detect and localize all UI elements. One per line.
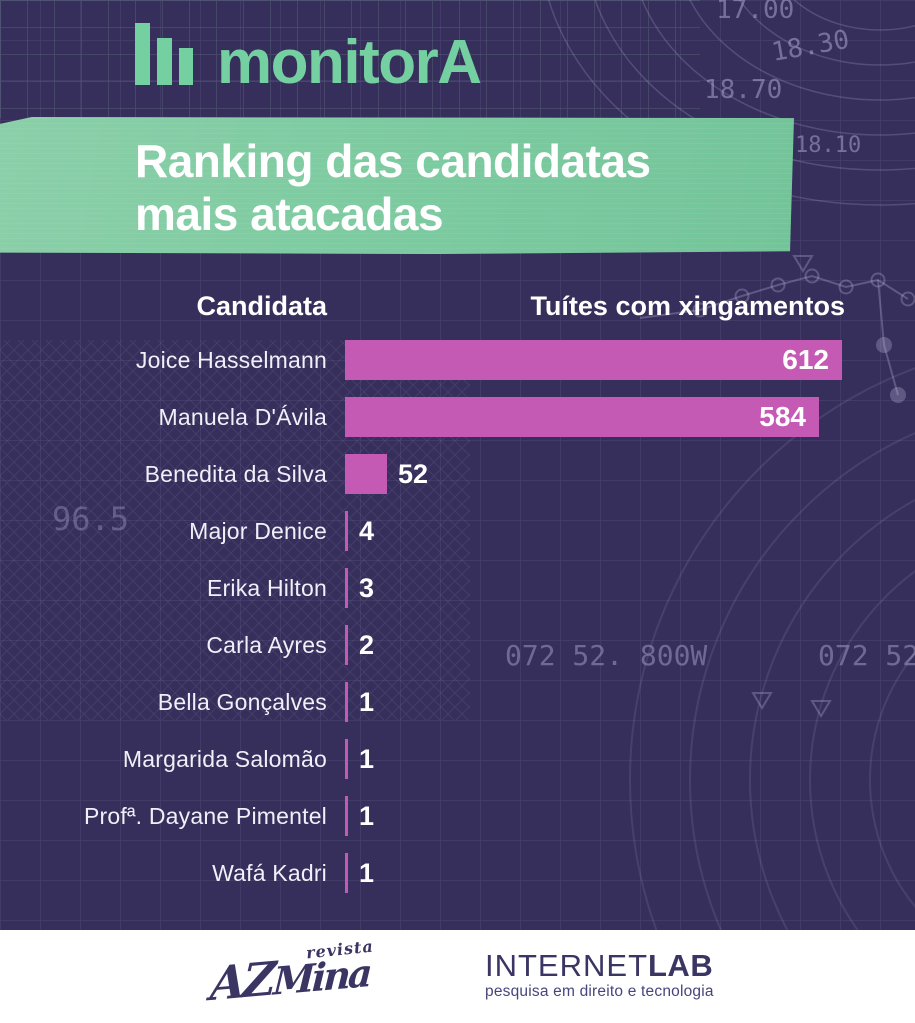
candidate-name: Benedita da Silva <box>144 460 327 487</box>
bar-value: 3 <box>359 572 375 603</box>
bar-track: 612 <box>345 340 915 380</box>
chart-rows: Joice Hasselmann 612 Manuela D'Ávila 584 Ben… <box>0 340 915 893</box>
chart-row: Erika Hilton 3 <box>0 568 915 608</box>
bar-value: 1 <box>359 743 375 774</box>
bar-track: 4 <box>345 511 915 551</box>
map-label: 18.10 <box>795 133 861 158</box>
column-header-tweets: Tuítes com xingamentos <box>530 291 845 321</box>
chart-row: Major Denice 4 <box>0 511 915 551</box>
chart-row: Margarida Salomão 1 <box>0 739 915 779</box>
azmina-az: AZ <box>208 951 275 1012</box>
chart-row: Manuela D'Ávila 584 <box>0 397 915 437</box>
bar <box>345 739 348 779</box>
chart-row: Wafá Kadri 1 <box>0 853 915 893</box>
bar-track: 3 <box>345 568 915 608</box>
candidate-name: Joice Hasselmann <box>135 346 327 373</box>
candidate-name: Wafá Kadri <box>212 859 327 886</box>
chart-row: Profª. Dayane Pimentel 1 <box>0 796 915 836</box>
page-title: Ranking das candidatas mais atacadas <box>135 135 651 241</box>
brand-name: monitorA <box>217 28 482 97</box>
brand-logo: monitorA <box>135 23 482 94</box>
internetlab-logo: INTERNETLAB pesquisa em direito e tecnol… <box>485 950 714 1001</box>
bar: 584 <box>345 397 819 437</box>
bar-track: 2 <box>345 625 915 665</box>
map-label: 17.00 <box>716 0 794 25</box>
candidate-name: Carla Ayres <box>206 631 327 658</box>
bar <box>345 682 348 722</box>
bar-value: 52 <box>398 458 429 489</box>
page-title-line1: Ranking das candidatas <box>135 135 651 187</box>
bar-value: 1 <box>359 857 375 888</box>
azmina-logo: revista AZMina <box>209 937 385 1012</box>
bar-track: 1 <box>345 853 915 893</box>
azmina-mina: Mina <box>272 949 371 1004</box>
bar-track: 52 <box>345 454 915 494</box>
internetlab-tagline: pesquisa em direito e tecnologia <box>485 983 714 1000</box>
bar <box>345 454 387 494</box>
bar-track: 1 <box>345 682 915 722</box>
bar-chart-icon <box>135 23 193 85</box>
column-headers: Candidata Tuítes com xingamentos <box>0 291 915 323</box>
map-label: 18.70 <box>704 75 782 105</box>
internetlab-name-main: INTERNET <box>485 948 648 983</box>
bar <box>345 568 348 608</box>
chart-row: Benedita da Silva 52 <box>0 454 915 494</box>
bar-track: 584 <box>345 397 915 437</box>
bar: 612 <box>345 340 842 380</box>
bar <box>345 511 348 551</box>
bar <box>345 853 348 893</box>
bar <box>345 796 348 836</box>
bar-value: 1 <box>359 800 375 831</box>
candidate-name: Bella Gonçalves <box>157 688 327 715</box>
bar <box>345 625 348 665</box>
bar-value: 612 <box>782 344 829 375</box>
candidate-name: Profª. Dayane Pimentel <box>83 802 327 829</box>
internetlab-wordmark: INTERNETLAB <box>485 950 714 981</box>
bar-track: 1 <box>345 739 915 779</box>
page-title-line2: mais atacadas <box>135 188 444 240</box>
title-banner: Ranking das candidatas mais atacadas <box>0 117 794 254</box>
candidate-name: Erika Hilton <box>207 574 327 601</box>
bar-value: 1 <box>359 686 375 717</box>
chart-row: Carla Ayres 2 <box>0 625 915 665</box>
footer: revista AZMina INTERNETLAB pesquisa em d… <box>0 930 915 1023</box>
map-label: 18.30 <box>769 25 851 68</box>
bar-value: 4 <box>359 515 375 546</box>
candidate-name: Manuela D'Ávila <box>158 403 327 430</box>
chart-row: Bella Gonçalves 1 <box>0 682 915 722</box>
column-header-candidate: Candidata <box>196 291 327 321</box>
chart-row: Joice Hasselmann 612 <box>0 340 915 380</box>
candidate-name: Major Denice <box>189 517 327 544</box>
bar-value: 584 <box>759 401 806 432</box>
candidate-name: Margarida Salomão <box>122 745 327 772</box>
bar-value: 2 <box>359 629 375 660</box>
azmina-wordmark: AZMina <box>209 947 371 1011</box>
internetlab-name-lab: LAB <box>648 948 714 983</box>
bar-track: 1 <box>345 796 915 836</box>
